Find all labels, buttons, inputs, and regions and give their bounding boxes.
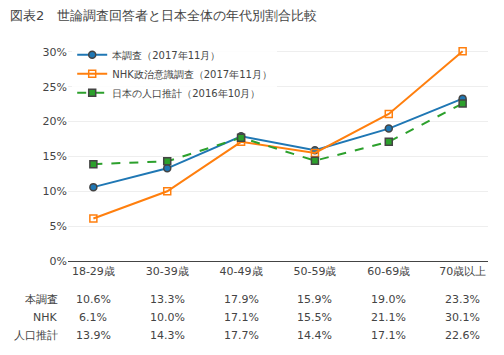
svg-text:6.1%: 6.1%	[79, 311, 107, 324]
svg-text:20%: 20%	[43, 115, 67, 128]
svg-text:30-39歳: 30-39歳	[146, 265, 189, 278]
svg-text:図表2 世論調査回答者と日本全体の年代別割合比較: 図表2 世論調査回答者と日本全体の年代別割合比較	[10, 8, 317, 23]
svg-text:10.0%: 10.0%	[150, 311, 185, 324]
svg-text:人口推計: 人口推計	[14, 329, 58, 342]
svg-text:NHK政治意識調査（2017年11月）: NHK政治意識調査（2017年11月）	[112, 69, 272, 80]
svg-text:17.1%: 17.1%	[371, 329, 406, 342]
svg-text:15.9%: 15.9%	[297, 293, 332, 306]
svg-text:23.3%: 23.3%	[445, 293, 480, 306]
svg-text:14.3%: 14.3%	[150, 329, 185, 342]
svg-text:14.4%: 14.4%	[297, 329, 332, 342]
svg-text:日本の人口推計（2016年10月）: 日本の人口推計（2016年10月）	[112, 88, 260, 99]
svg-text:15%: 15%	[43, 150, 67, 163]
svg-text:13.3%: 13.3%	[150, 293, 185, 306]
svg-text:10.6%: 10.6%	[76, 293, 111, 306]
svg-text:0%: 0%	[50, 255, 67, 268]
svg-text:17.1%: 17.1%	[224, 311, 259, 324]
svg-text:15.5%: 15.5%	[297, 311, 332, 324]
svg-text:30%: 30%	[43, 46, 67, 59]
svg-text:60-69歳: 60-69歳	[367, 265, 410, 278]
svg-text:25%: 25%	[43, 81, 67, 94]
svg-text:5%: 5%	[50, 220, 67, 233]
svg-text:70歳以上: 70歳以上	[439, 265, 486, 278]
svg-text:30.1%: 30.1%	[445, 311, 480, 324]
svg-text:本調査: 本調査	[25, 293, 58, 306]
svg-text:本調査（2017年11月）: 本調査（2017年11月）	[112, 50, 220, 61]
svg-text:13.9%: 13.9%	[76, 329, 111, 342]
svg-text:10%: 10%	[43, 185, 67, 198]
svg-text:19.0%: 19.0%	[371, 293, 406, 306]
svg-text:22.6%: 22.6%	[445, 329, 480, 342]
svg-text:17.9%: 17.9%	[224, 293, 259, 306]
svg-text:NHK: NHK	[33, 311, 58, 324]
svg-text:21.1%: 21.1%	[371, 311, 406, 324]
svg-text:17.7%: 17.7%	[224, 329, 259, 342]
svg-text:50-59歳: 50-59歳	[293, 265, 336, 278]
svg-text:40-49歳: 40-49歳	[220, 265, 263, 278]
svg-text:18-29歳: 18-29歳	[72, 265, 115, 278]
